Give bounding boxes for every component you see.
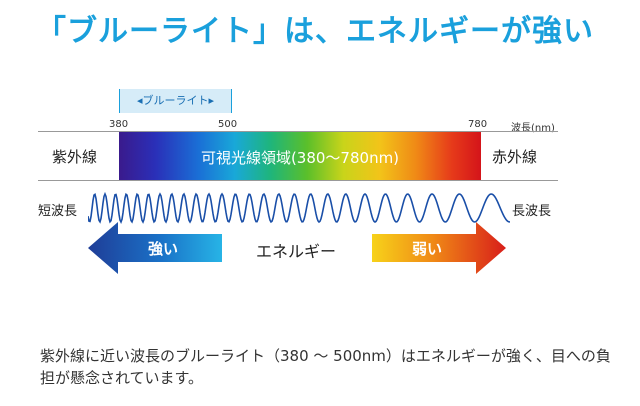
tick-780: 780 <box>468 119 488 130</box>
energy-label: エネルギー <box>256 242 337 261</box>
wavelength-unit: 波長(nm) <box>511 123 555 134</box>
blue-light-range-label: ◂ブルーライト▸ <box>120 92 231 108</box>
band-bottom-rule <box>38 180 558 181</box>
long-wavelength-label: 長波長 <box>512 204 552 219</box>
strong-energy-arrow-icon <box>88 222 222 274</box>
wave-icon <box>88 191 510 224</box>
short-wavelength-label: 短波長 <box>38 204 78 219</box>
visible-spectrum-band: 可視光線領域(380〜780nm) <box>119 132 481 180</box>
tick-380: 380 <box>109 119 129 130</box>
blue-light-range-text: ブルーライト <box>142 94 209 107</box>
ultraviolet-label: 紫外線 <box>52 148 98 166</box>
visible-spectrum-label: 可視光線領域(380〜780nm) <box>200 149 400 167</box>
strong-energy-label: 強い <box>148 240 179 258</box>
weak-energy-arrow-icon <box>372 222 506 274</box>
weak-energy-label: 弱い <box>412 240 443 258</box>
band-top-rule <box>38 131 558 132</box>
right-arrowhead-icon: ▸ <box>208 94 215 107</box>
left-arrowhead-icon: ◂ <box>136 94 143 107</box>
caption: 紫外線に近い波長のブルーライト（380 〜 500nm）はエネルギーが強く、目へ… <box>40 347 611 387</box>
infrared-label: 赤外線 <box>492 148 538 166</box>
tick-500: 500 <box>218 119 238 130</box>
page-title: 「ブルーライト」は、エネルギーが強い <box>36 14 594 49</box>
blue-light-range: ◂ブルーライト▸ <box>119 89 232 113</box>
